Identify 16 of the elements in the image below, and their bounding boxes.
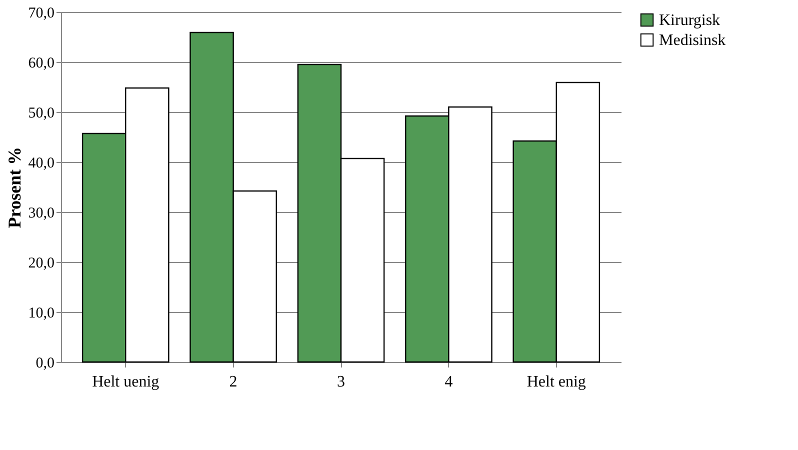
x-tick-label: Helt enig (526, 374, 586, 390)
y-axis-title: Prosent % (4, 146, 24, 228)
y-tick-label: 60,0 (28, 56, 54, 72)
legend-label: Medisinsk (659, 32, 726, 49)
x-tick-label: 4 (444, 374, 453, 390)
y-tick-label: 30,0 (28, 206, 54, 222)
legend-label: Kirurgisk (659, 12, 720, 29)
x-tick-label: 2 (229, 374, 238, 390)
y-tick-label: 50,0 (28, 106, 54, 122)
y-tick-label: 10,0 (28, 306, 54, 322)
y-tick-label: 40,0 (28, 156, 54, 172)
y-tick-label: 70,0 (28, 6, 54, 22)
y-tick-label: 0,0 (36, 356, 54, 372)
x-tick-label: Helt uenig (92, 374, 160, 390)
x-tick-label: 3 (337, 374, 345, 390)
y-tick-label: 20,0 (28, 256, 54, 272)
